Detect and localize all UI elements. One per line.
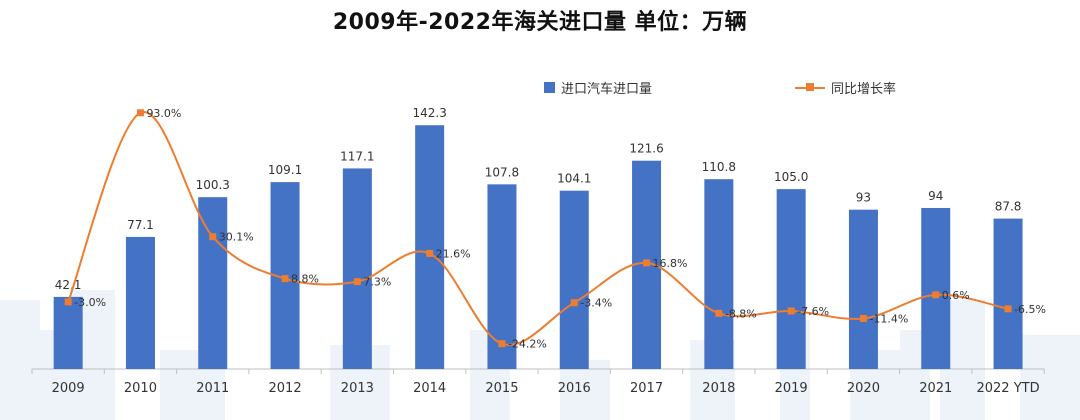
bar (848, 209, 878, 369)
bar (342, 168, 372, 369)
bar-value-label: 77.1 (127, 218, 154, 232)
growth-rate-label: -11.4% (869, 312, 908, 325)
growth-rate-label: 16.8% (653, 257, 688, 270)
x-tick-label: 2021 (919, 381, 952, 396)
growth-rate-label: -3.4% (580, 297, 612, 310)
bar (53, 296, 83, 369)
growth-rate-marker (859, 314, 867, 322)
growth-rate-marker (136, 109, 144, 117)
legend-line-swatch (795, 82, 825, 93)
bar-value-label: 117.1 (340, 149, 374, 163)
bar-value-label: 42.1 (55, 278, 82, 292)
growth-rate-label: -7.6% (797, 305, 829, 318)
growth-rate-marker (426, 249, 434, 257)
bar-value-label: 93 (856, 191, 871, 205)
growth-rate-label: -24.2% (508, 338, 547, 351)
bar (921, 207, 951, 369)
x-tick-label: 2020 (847, 381, 880, 396)
growth-rate-marker (715, 309, 723, 317)
x-tick-label: 2022 YTD (976, 381, 1039, 396)
growth-rate-marker (353, 278, 361, 286)
growth-rate-label: -8.8% (725, 307, 757, 320)
bar (415, 125, 445, 369)
growth-rate-marker (643, 259, 651, 267)
growth-rate-label: 93.0% (146, 107, 181, 120)
legend-item-line: 同比增长率 (795, 78, 896, 97)
bar (125, 236, 155, 369)
bar-value-label: 121.6 (629, 142, 663, 156)
bar (704, 179, 734, 369)
x-tick-label: 2009 (52, 381, 85, 396)
growth-rate-marker (787, 307, 795, 315)
background-block (0, 300, 40, 420)
legend-bar-label: 进口汽车进口量 (561, 82, 653, 97)
bar-value-label: 110.8 (702, 160, 736, 174)
x-tick-label: 2015 (485, 381, 518, 396)
bar-value-label: 142.3 (412, 106, 446, 120)
legend-item-bars: 进口汽车进口量 (544, 78, 652, 97)
background-block (1020, 335, 1080, 420)
bar (198, 197, 228, 369)
growth-rate-marker (64, 298, 72, 306)
bar-value-label: 104.1 (557, 172, 591, 186)
x-tick-label: 2017 (630, 381, 663, 396)
x-tick-label: 2013 (341, 381, 374, 396)
chart-title: 2009年-2022年海关进口量 单位：万辆 (332, 10, 748, 35)
growth-rate-marker (498, 340, 506, 348)
x-tick-label: 2011 (196, 381, 229, 396)
growth-rate-label: -3.0% (74, 296, 106, 309)
bar-value-label: 94 (928, 189, 943, 203)
growth-rate-label: 21.6% (436, 247, 471, 260)
bar (993, 218, 1023, 369)
growth-rate-marker (932, 291, 940, 299)
growth-rate-label: -6.5% (1014, 303, 1046, 316)
x-tick-label: 2014 (413, 381, 446, 396)
bar (559, 190, 589, 369)
bar-value-label: 109.1 (268, 163, 302, 177)
growth-rate-marker (570, 299, 578, 307)
legend-line-label: 同比增长率 (831, 82, 897, 97)
legend-bar-swatch (544, 82, 555, 93)
bar-value-label: 107.8 (485, 165, 519, 179)
bar-value-label: 105.0 (774, 170, 808, 184)
bar (776, 189, 806, 369)
growth-rate-label: 7.3% (363, 276, 391, 289)
growth-rate-label: 30.1% (219, 231, 254, 244)
bar-value-label: 100.3 (196, 178, 230, 192)
x-tick-label: 2018 (702, 381, 735, 396)
growth-rate-label: 0.6% (942, 289, 970, 302)
growth-rate-marker (1004, 305, 1012, 313)
growth-rate-marker (209, 233, 217, 241)
background-block (560, 360, 610, 420)
x-tick-label: 2010 (124, 381, 157, 396)
growth-rate-label: 8.8% (291, 273, 319, 286)
x-tick-label: 2016 (558, 381, 591, 396)
bar-value-label: 87.8 (995, 200, 1022, 214)
x-tick-label: 2012 (269, 381, 302, 396)
x-tick-label: 2019 (775, 381, 808, 396)
growth-rate-marker (281, 275, 289, 283)
